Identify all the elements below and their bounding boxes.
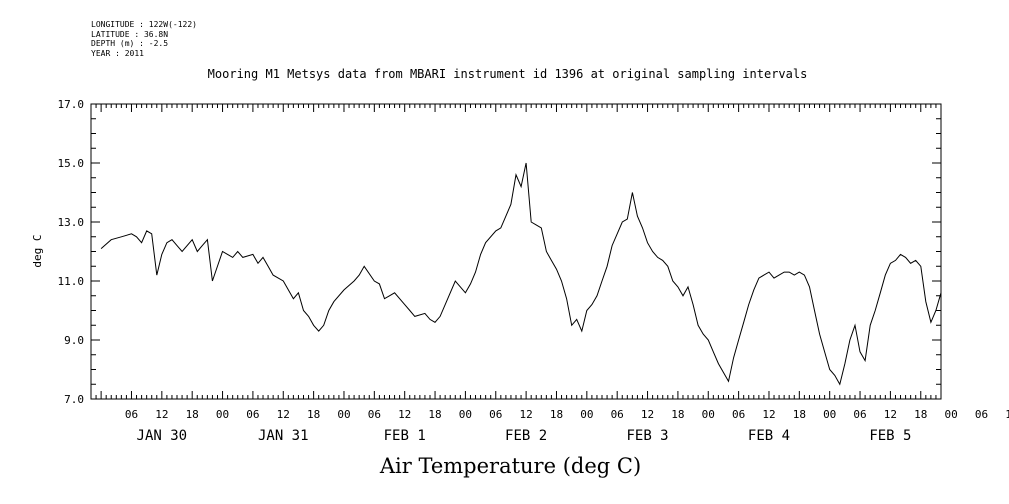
- hour-tick-label: 18: [428, 408, 441, 421]
- hour-tick-label: 00: [823, 408, 836, 421]
- hour-tick-label: 12: [398, 408, 411, 421]
- hour-tick-label: 06: [975, 408, 988, 421]
- hour-tick-label: 00: [702, 408, 715, 421]
- hour-tick-label: 06: [489, 408, 502, 421]
- hour-tick-label: 18: [914, 408, 927, 421]
- hour-tick-label: 06: [368, 408, 381, 421]
- x-axis-title: Air Temperature (deg C): [379, 454, 642, 478]
- hour-tick-label: 00: [580, 408, 593, 421]
- hour-tick-label: 12: [155, 408, 168, 421]
- hour-tick-label: 18: [671, 408, 684, 421]
- day-label: FEB 5: [869, 428, 911, 444]
- hour-tick-label: 18: [793, 408, 806, 421]
- hour-tick-label: 12: [884, 408, 897, 421]
- hour-tick-label: 00: [337, 408, 350, 421]
- hour-tick-label: 12: [762, 408, 775, 421]
- latitude-text: LATITUDE : 36.8N: [91, 29, 169, 39]
- year-text: YEAR : 2011: [91, 48, 144, 58]
- hour-tick-label: 06: [611, 408, 624, 421]
- x-axis: 06 12 18 00 06 12 18 00 06 12 18 00 06 12 18 00 06 12 18 00…: [90, 104, 1009, 444]
- day-label: JAN 31: [258, 428, 309, 444]
- series-line: [100, 162, 942, 386]
- day-label: FEB 3: [626, 428, 668, 444]
- metadata-block: LONGITUDE : 122W(-122) LATITUDE : 36.8N …: [91, 20, 197, 58]
- y-tick-label: 17.0: [58, 98, 85, 111]
- day-label: FEB 4: [748, 428, 790, 444]
- y-tick-label: 15.0: [58, 157, 85, 170]
- y-axis-label: deg C: [31, 234, 44, 267]
- hour-tick-label: 18: [186, 408, 199, 421]
- hour-tick-label: 12: [277, 408, 290, 421]
- longitude-text: LONGITUDE : 122W(-122): [91, 20, 197, 29]
- day-label: FEB 2: [505, 428, 547, 444]
- hour-tick-label: 12: [641, 408, 654, 421]
- day-label: FEB 1: [384, 428, 426, 444]
- hour-tick-label: 00: [216, 408, 229, 421]
- hour-tick-label: 12: [519, 408, 532, 421]
- y-tick-label: 9.0: [64, 334, 84, 347]
- y-tick-label: 13.0: [58, 216, 85, 229]
- day-label: JAN 30: [137, 428, 188, 444]
- hour-tick-label: 00: [944, 408, 957, 421]
- hour-tick-label: 06: [853, 408, 866, 421]
- hour-tick-label: 18: [307, 408, 320, 421]
- y-tick-label: 11.0: [58, 275, 85, 288]
- hour-tick-label: 00: [459, 408, 472, 421]
- hour-tick-label: 12: [1005, 408, 1009, 421]
- hour-tick-label: 18: [550, 408, 563, 421]
- hour-tick-label: 06: [125, 408, 138, 421]
- hour-tick-label: 06: [246, 408, 259, 421]
- y-tick-label: 7.0: [64, 393, 84, 406]
- chart-title: Mooring M1 Metsys data from MBARI instru…: [207, 67, 808, 81]
- plot-frame: [90, 103, 942, 400]
- depth-text: DEPTH (m) : -2.5: [91, 39, 169, 48]
- hour-tick-label: 06: [732, 408, 745, 421]
- y-axis: 7.0 9.0 11.0 13.0 15.0 17.0: [58, 98, 941, 406]
